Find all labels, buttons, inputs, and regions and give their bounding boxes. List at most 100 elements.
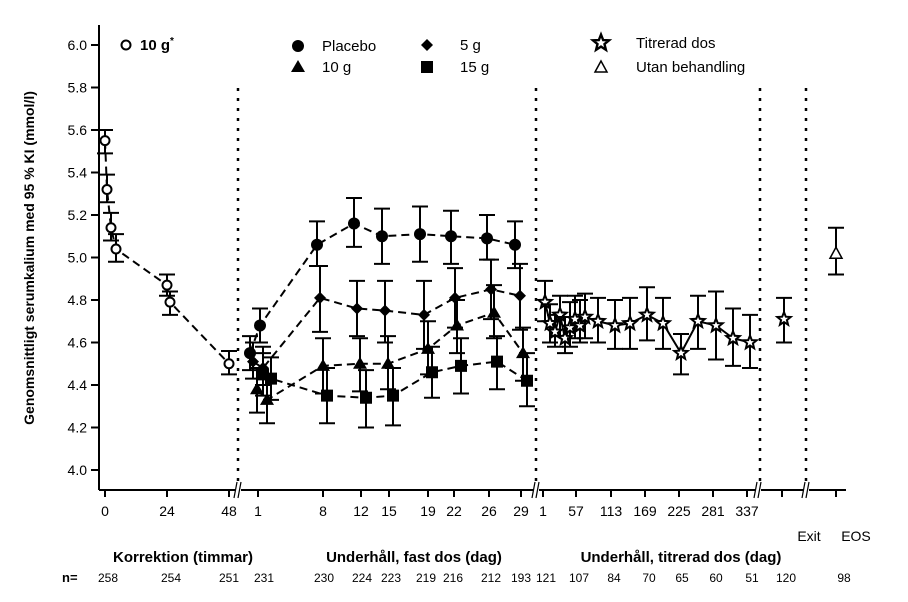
y-tick-label: 5.4 [68, 165, 88, 181]
n-value: 258 [98, 571, 118, 585]
x-tick-label: 281 [701, 503, 725, 519]
section-label: Underhåll, titrerad dos (dag) [581, 549, 782, 566]
legend-marker-g15 [421, 61, 433, 73]
legend-label-g15: 15 g [460, 59, 489, 76]
n-value: 51 [745, 571, 759, 585]
data-point [164, 296, 176, 308]
data-point [450, 318, 464, 331]
n-value: 212 [481, 571, 501, 585]
n-value: 251 [219, 571, 239, 585]
x-tick-label: 19 [420, 503, 436, 519]
data-point [247, 355, 259, 368]
legend-marker-untreated [593, 59, 609, 73]
data-point [445, 230, 457, 243]
x-tick-label: 15 [381, 503, 397, 519]
legend-label-correction: 10 g* [140, 36, 174, 54]
data-point [381, 356, 395, 369]
data-point [387, 389, 399, 402]
series-g5 [245, 258, 528, 386]
data-point [348, 217, 360, 230]
data-point [575, 307, 595, 325]
data-point [250, 382, 264, 395]
series-placebo [242, 197, 523, 372]
legend-marker-placebo [292, 40, 304, 52]
data-point [414, 228, 426, 241]
section-dividers [236, 88, 808, 486]
legend-superscript: * [170, 36, 174, 47]
data-point [521, 374, 533, 387]
axis-break-mark [757, 481, 762, 499]
data-point [418, 308, 430, 321]
series-corr [97, 129, 237, 376]
x-tick-label: 12 [353, 503, 369, 519]
x-tick-label: 0 [101, 503, 109, 519]
data-point [514, 289, 526, 302]
n-value: 107 [569, 571, 589, 585]
axes: 4.0 4.2 4.4 4.6 4.8 5.0 5.2 5.4 5.6 5.8 6.0 0 24 48 1 8… [68, 25, 871, 544]
data-point [491, 355, 503, 368]
x-tick-label: 29 [513, 503, 529, 519]
x-tick-label: 113 [600, 503, 623, 519]
series-line-g5 [252, 288, 521, 370]
n-value: 65 [675, 571, 689, 585]
data-point [671, 343, 691, 362]
legend: 10 g* Placebo 10 g 5 g 15 g Titrerad dos Utan … [120, 31, 745, 76]
data-point [828, 245, 844, 259]
y-tick-label: 5.8 [68, 80, 88, 96]
section-label: Underhåll, fast dos (dag) [326, 549, 502, 566]
data-point [449, 291, 461, 304]
axis-break-mark [801, 481, 806, 499]
data-point [706, 315, 726, 334]
x-tick-label: 225 [667, 503, 691, 519]
x-tick-label: 57 [568, 503, 584, 519]
n-value: 230 [314, 571, 334, 585]
data-point [110, 243, 122, 255]
n-value: 84 [607, 571, 621, 585]
legend-label-titrated: Titrerad dos [636, 35, 715, 52]
data-point [740, 332, 760, 351]
data-point [360, 391, 372, 404]
y-tick-label: 5.6 [68, 122, 88, 138]
data-point [254, 319, 266, 332]
data-point [105, 222, 117, 234]
axis-break-mark [237, 481, 242, 499]
n-value: 223 [381, 571, 401, 585]
data-point [605, 315, 625, 334]
y-tick-label: 4.6 [68, 335, 88, 351]
data-point [637, 305, 657, 323]
x-tick-label: 169 [633, 503, 657, 519]
n-value: 231 [254, 571, 274, 585]
data-point [99, 135, 111, 147]
legend-marker-g5 [421, 39, 433, 51]
n-value: 193 [511, 571, 531, 585]
section-label: Korrektion (timmar) [113, 549, 253, 566]
axis-break-mark [753, 481, 758, 499]
data-point [161, 279, 173, 291]
data-point [723, 328, 743, 347]
legend-marker-correction [120, 39, 132, 51]
data-point [311, 238, 323, 251]
data-point [588, 311, 608, 330]
y-tick-label: 5.2 [68, 207, 88, 223]
data-point [376, 230, 388, 243]
legend-label-g5: 5 g [460, 37, 481, 54]
n-value: 219 [416, 571, 436, 585]
series-line-corr [104, 140, 230, 365]
data-point [426, 366, 438, 379]
data-point [223, 358, 235, 370]
data-point [620, 313, 640, 332]
bottom-labels: Korrektion (timmar) Underhåll, fast dos (… [62, 549, 851, 585]
y-tick-label: 4.4 [68, 377, 88, 393]
data-point [353, 356, 367, 369]
n-value: 254 [161, 571, 181, 585]
data-point [265, 372, 277, 385]
x-tick-label: 1 [539, 503, 547, 519]
data-point [688, 311, 708, 330]
y-tick-label: 5.0 [68, 250, 88, 266]
data-point [321, 389, 333, 402]
y-tick-label: 6.0 [68, 37, 88, 53]
series-marks [97, 129, 844, 429]
axis-break-mark [233, 481, 238, 499]
legend-marker-g10 [291, 60, 305, 72]
